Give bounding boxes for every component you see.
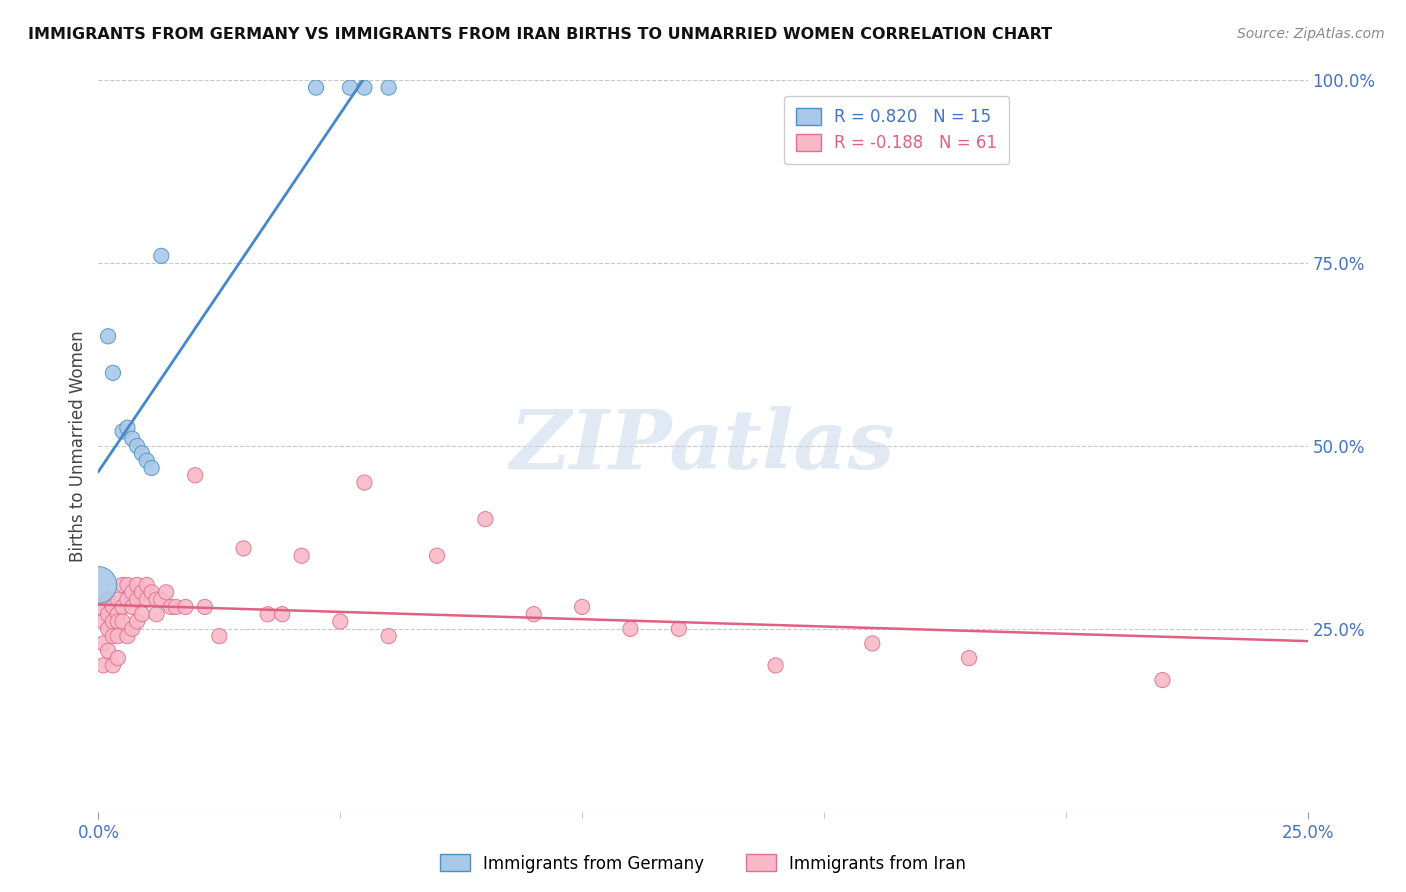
Point [668, 622, 690, 636]
Point [860, 636, 883, 650]
Point [765, 658, 787, 673]
Point [474, 512, 496, 526]
Point [141, 461, 163, 475]
Point [91, 658, 114, 673]
Text: ZIPatlas: ZIPatlas [510, 406, 896, 486]
Point [290, 549, 312, 563]
Point [165, 599, 187, 614]
Point [305, 80, 328, 95]
Point [117, 592, 139, 607]
Point [232, 541, 254, 556]
Point [97, 607, 120, 622]
Point [107, 629, 129, 643]
Point [107, 651, 129, 665]
Point [957, 651, 980, 665]
Point [107, 592, 129, 607]
Point [97, 329, 120, 343]
Point [91, 615, 114, 629]
Point [271, 607, 294, 622]
Point [127, 439, 149, 453]
Point [117, 629, 139, 643]
Point [377, 80, 399, 95]
Point [121, 599, 143, 614]
Text: IMMIGRANTS FROM GERMANY VS IMMIGRANTS FROM IRAN BIRTHS TO UNMARRIED WOMEN CORREL: IMMIGRANTS FROM GERMANY VS IMMIGRANTS FR… [28, 27, 1052, 42]
Point [87, 578, 110, 592]
Point [141, 585, 163, 599]
Point [101, 599, 124, 614]
Point [117, 421, 139, 435]
Point [1152, 673, 1174, 687]
Point [131, 446, 153, 460]
Point [107, 615, 129, 629]
Point [339, 80, 361, 95]
Point [145, 592, 167, 607]
Point [121, 585, 143, 599]
Legend: R = 0.820   N = 15, R = -0.188   N = 61: R = 0.820 N = 15, R = -0.188 N = 61 [785, 96, 1010, 164]
Point [91, 636, 114, 650]
Point [127, 615, 149, 629]
Point [131, 607, 153, 622]
Point [135, 592, 157, 607]
Point [117, 578, 139, 592]
Point [174, 599, 197, 614]
Point [135, 453, 157, 467]
Point [426, 549, 449, 563]
Point [619, 622, 641, 636]
Point [194, 599, 217, 614]
Point [256, 607, 278, 622]
Point [571, 599, 593, 614]
Point [353, 475, 375, 490]
Point [101, 615, 124, 629]
Point [97, 644, 120, 658]
Text: Source: ZipAtlas.com: Source: ZipAtlas.com [1237, 27, 1385, 41]
Point [329, 615, 352, 629]
Point [208, 629, 231, 643]
Point [160, 599, 183, 614]
Point [127, 578, 149, 592]
Point [97, 592, 120, 607]
Point [150, 249, 173, 263]
Point [101, 629, 124, 643]
Point [111, 599, 134, 614]
Point [184, 468, 207, 483]
Point [135, 578, 157, 592]
Point [111, 425, 134, 439]
Point [101, 366, 124, 380]
Point [150, 592, 173, 607]
Point [523, 607, 546, 622]
Point [121, 622, 143, 636]
Point [127, 592, 149, 607]
Point [101, 658, 124, 673]
Point [155, 585, 177, 599]
Point [121, 432, 143, 446]
Point [377, 629, 399, 643]
Point [87, 599, 110, 614]
Point [131, 585, 153, 599]
Point [107, 607, 129, 622]
Legend: Immigrants from Germany, Immigrants from Iran: Immigrants from Germany, Immigrants from… [433, 847, 973, 880]
Point [97, 622, 120, 636]
Point [111, 578, 134, 592]
Point [111, 615, 134, 629]
Point [353, 80, 375, 95]
Point [145, 607, 167, 622]
Y-axis label: Births to Unmarried Women: Births to Unmarried Women [69, 330, 87, 562]
